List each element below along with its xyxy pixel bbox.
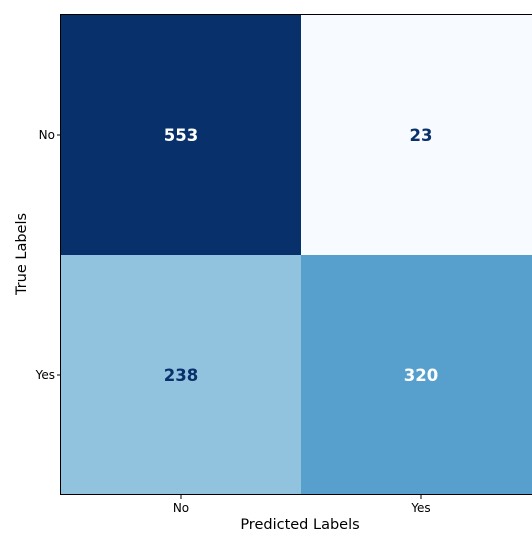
cell-value-label: 23	[410, 126, 433, 145]
cell-value-label: 320	[404, 366, 438, 385]
y-tick-label: No	[39, 128, 55, 142]
x-tick-label: No	[173, 501, 189, 515]
y-tick-label: Yes	[35, 368, 55, 382]
x-tick-label: Yes	[410, 501, 430, 515]
cell-value-label: 553	[164, 126, 198, 145]
cell-value-label: 238	[164, 366, 198, 385]
heatmap-cells: 553 23 238 320	[61, 15, 532, 495]
y-axis-label: True Labels	[14, 213, 30, 296]
x-axis-label: Predicted Labels	[240, 517, 359, 533]
